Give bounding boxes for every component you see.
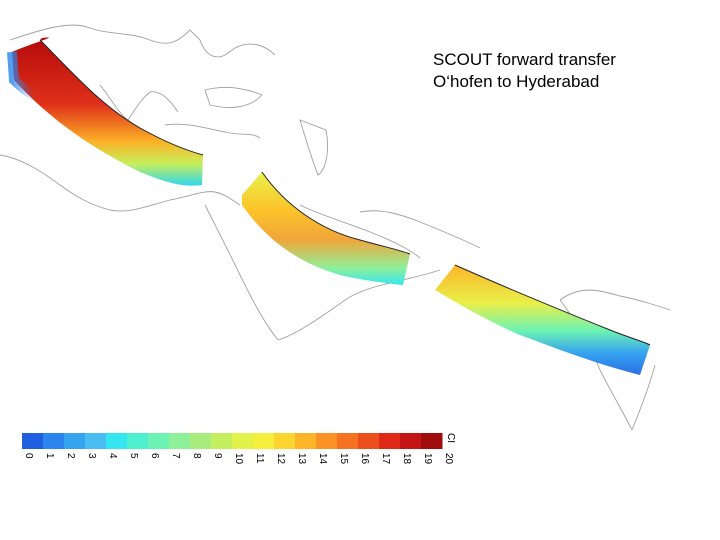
colorbar-tick-label: 16 [359,453,370,465]
swath-arabia-track [261,171,411,255]
coastline-arabia [277,269,441,341]
colorbar-tick-label: 8 [191,453,202,459]
colorbar-swatch [232,433,254,449]
coastline-red-sea [204,204,279,341]
colorbar-swatch [169,433,191,449]
coastline-caspian [299,119,329,176]
colorbar-tick-label: 17 [380,453,391,465]
colorbar-swatch [421,433,443,449]
colorbar-swatch [337,433,359,449]
coastline-black-sea [204,87,263,108]
colorbar-tick-label: 10 [233,453,244,465]
coastline-india-east [631,364,656,431]
colorbar-swatch [106,433,128,449]
coastline-himalaya [559,289,671,311]
title-line-2: O‘hofen to Hyderabad [433,72,600,91]
colorbar-swatch [43,433,65,449]
swath-arabia-fill [242,172,410,285]
colorbar-swatch [64,433,86,449]
colorbar-tick-label: 5 [128,453,139,459]
colorbar-swatch [358,433,380,449]
colorbar-swatch [190,433,212,449]
colorbar-swatch [274,433,296,449]
colorbar-tick-label: 12 [275,453,286,465]
colorbar-swatch [211,433,233,449]
colorbar-swatch [400,433,422,449]
title-line-1: SCOUT forward transfer [433,50,616,69]
colorbar-tick-label: 6 [149,453,160,459]
swath-arabia [242,171,411,285]
colorbar-tick-label: 18 [401,453,412,465]
swath-mediterranean-track [39,39,204,156]
coastline-persia [359,210,481,249]
colorbar-swatch [85,433,107,449]
colorbar-tick-label: 20 [443,453,454,465]
swath-india [435,264,651,375]
colorbar-swatch [253,433,275,449]
colorbar-swatch [295,433,317,449]
coastline-gulf [299,204,421,259]
coastlines [0,24,671,431]
colorbar-tick-label: 7 [170,453,181,459]
colorbar-swatch [127,433,149,449]
colorbar-tick-label: 11 [254,453,265,464]
colorbar-tick-label: 19 [422,453,433,465]
swath-mediterranean [7,37,204,186]
colorbar-tick-label: 1 [44,453,55,459]
colorbar-swatch [148,433,170,449]
colorbar-swatch [316,433,338,449]
colorbar-label: CI [445,433,456,443]
colorbar-tick-label: 13 [296,453,307,465]
colorbar-swatch [379,433,401,449]
coastline-anatolia [164,123,261,139]
colorbar-tick-label: 15 [338,453,349,465]
swath-mediterranean-edge [7,51,37,101]
colorbar-tick-label: 2 [65,453,76,459]
colorbar-tick-label: 14 [317,453,328,465]
colorbar-tick-label: 0 [23,453,34,459]
colorbar-tick-label: 9 [212,453,223,459]
colorbar-tick-label: 3 [86,453,97,459]
coastline-europe [9,24,276,58]
swath-india-fill [435,265,650,375]
colorbar-tick-label: 4 [107,453,118,459]
coastline-north-africa [0,154,241,212]
colorbar-swatch [22,433,44,449]
coastline-balkans [99,84,179,121]
swath-india-track [454,264,651,346]
swath-mediterranean-fill [12,37,203,186]
